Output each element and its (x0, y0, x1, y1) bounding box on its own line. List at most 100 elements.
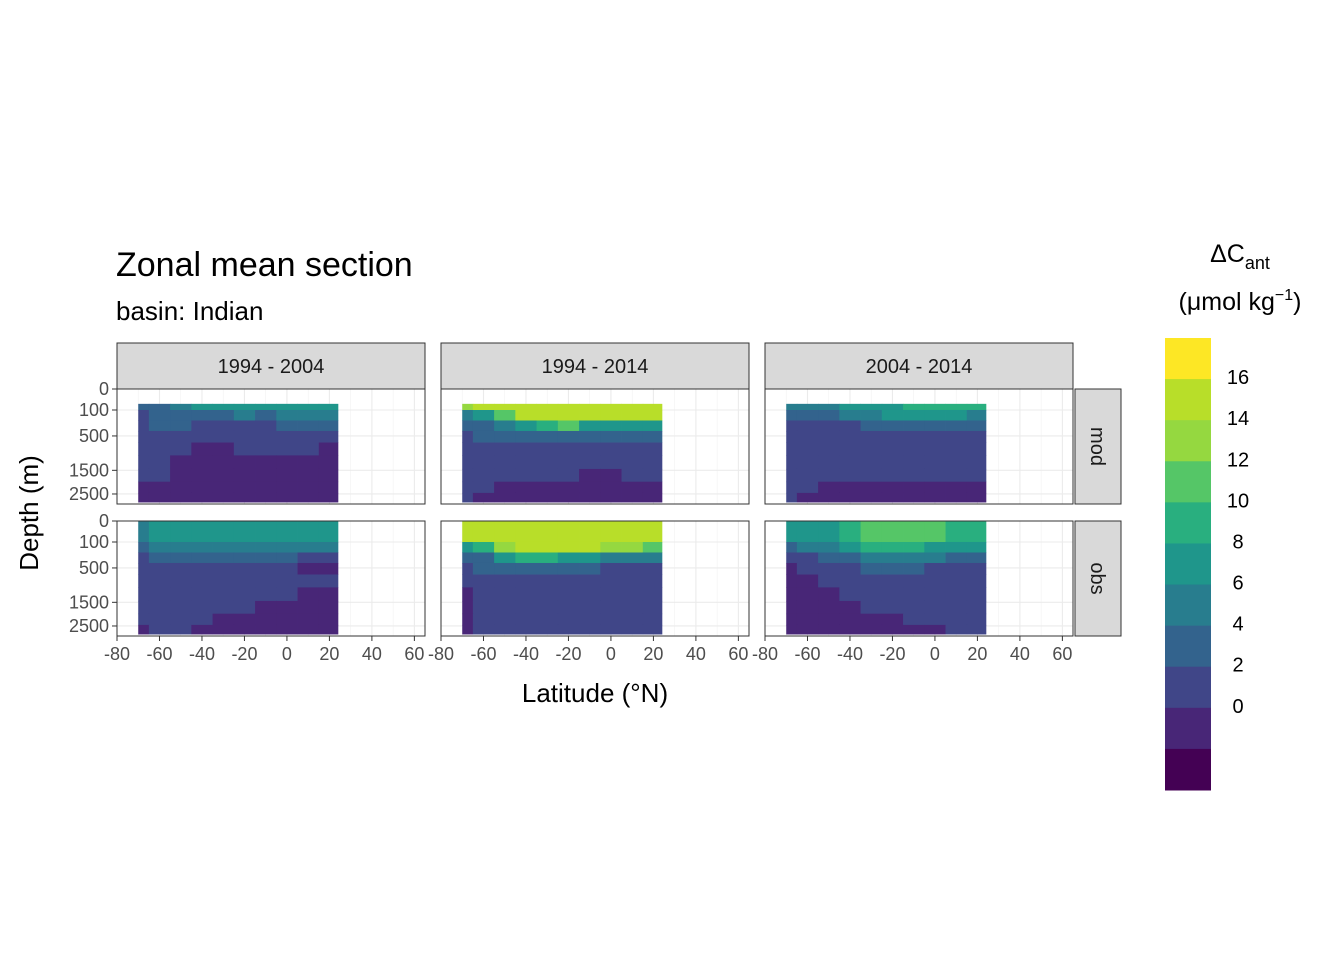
heat-cell (148, 442, 171, 456)
heat-cell (138, 600, 150, 615)
heat-cell (170, 587, 192, 602)
heat-cell (924, 430, 946, 443)
heat-cell (621, 468, 644, 483)
heat-cell (472, 430, 495, 443)
panel-obs-2 (440, 520, 750, 637)
heat-cell (579, 481, 601, 494)
heat-cell (860, 481, 883, 494)
heat-cell (212, 521, 235, 543)
heat-cell (318, 481, 339, 494)
heat-cell (600, 562, 622, 575)
heat-cell (472, 455, 495, 470)
heat-cell (462, 521, 474, 543)
heat-cell (642, 587, 663, 602)
heat-cell (212, 442, 235, 456)
heat-cell (297, 600, 320, 615)
heat-cell (903, 420, 925, 432)
heat-cell (579, 442, 601, 456)
heat-cell (860, 574, 883, 588)
heat-cell (860, 409, 883, 421)
heat-cell (297, 481, 320, 494)
heat-cell (966, 613, 987, 626)
facet-panels: 1994 - 2004 1994 - 2014 2004 - 2014 mod obs (116, 342, 1122, 637)
heat-cell (966, 541, 987, 553)
heat-cell (945, 587, 968, 602)
heat-cell (557, 587, 580, 602)
strip-background (764, 342, 1074, 390)
heat-cell (786, 409, 798, 421)
legend-label: 4 (1232, 614, 1243, 636)
heat-cell (212, 574, 235, 588)
heat-cell (557, 481, 580, 494)
heat-cells (786, 403, 987, 503)
panel-border (764, 520, 1074, 637)
heat-cell (148, 409, 171, 421)
heat-cell (860, 442, 883, 456)
heat-cell (462, 574, 474, 588)
heat-cell (924, 492, 946, 503)
heat-cell (170, 468, 192, 483)
heat-cell (318, 403, 339, 411)
heat-cell (796, 455, 819, 470)
heat-cell (472, 613, 495, 626)
heat-cell (148, 481, 171, 494)
heat-cell (881, 521, 904, 543)
heat-cell (796, 403, 819, 411)
heat-cell (170, 430, 192, 443)
heat-cell (297, 587, 320, 602)
heat-cell (148, 624, 171, 635)
panel-border (440, 520, 750, 637)
heat-cell (138, 574, 150, 588)
heat-cell (138, 613, 150, 626)
heat-cell (903, 409, 925, 421)
x-tick-label: 20 (643, 644, 663, 664)
heat-cell (945, 600, 968, 615)
heat-cell (945, 624, 968, 635)
heat-cell (494, 613, 516, 626)
heat-cell (276, 613, 298, 626)
heat-cell (212, 430, 235, 443)
heat-cell (796, 481, 819, 494)
heat-cell (536, 420, 559, 432)
heat-cell (148, 541, 171, 553)
heat-cell (191, 468, 213, 483)
heat-cell (903, 481, 925, 494)
heat-cell (860, 521, 883, 543)
x-tick-label: -40 (837, 644, 863, 664)
heat-cell (579, 552, 601, 564)
heat-cell (924, 403, 946, 411)
heat-cell (579, 624, 601, 635)
heat-cell (579, 541, 601, 553)
heat-cell (818, 481, 840, 494)
heat-cell (818, 403, 840, 411)
heat-cell (472, 468, 495, 483)
heat-cell (515, 481, 537, 494)
row-strip-label: obs (1086, 562, 1108, 594)
heat-cell (138, 468, 150, 483)
legend-unit: (μmol kg−1) (1179, 287, 1302, 316)
panel-obs-1 (116, 520, 426, 637)
heat-cell (796, 468, 819, 483)
heat-cell (600, 574, 622, 588)
panel-border (440, 388, 750, 505)
heat-cell (903, 574, 925, 588)
heat-cell (881, 587, 904, 602)
heat-cell (318, 600, 339, 615)
heat-cell (472, 600, 495, 615)
heat-cell (276, 600, 298, 615)
heat-cell (903, 468, 925, 483)
heat-cell (796, 552, 819, 564)
heat-cell (903, 624, 925, 635)
heat-cell (170, 403, 192, 411)
heat-cell (924, 481, 946, 494)
heat-cell (536, 403, 559, 411)
heat-cell (170, 420, 192, 432)
panel-border (116, 388, 426, 505)
y-tick-label: 100 (79, 400, 109, 420)
heat-cell (138, 492, 150, 503)
heat-cell (621, 574, 644, 588)
heat-cell (903, 430, 925, 443)
heat-cells (138, 403, 339, 503)
heat-cell (966, 481, 987, 494)
